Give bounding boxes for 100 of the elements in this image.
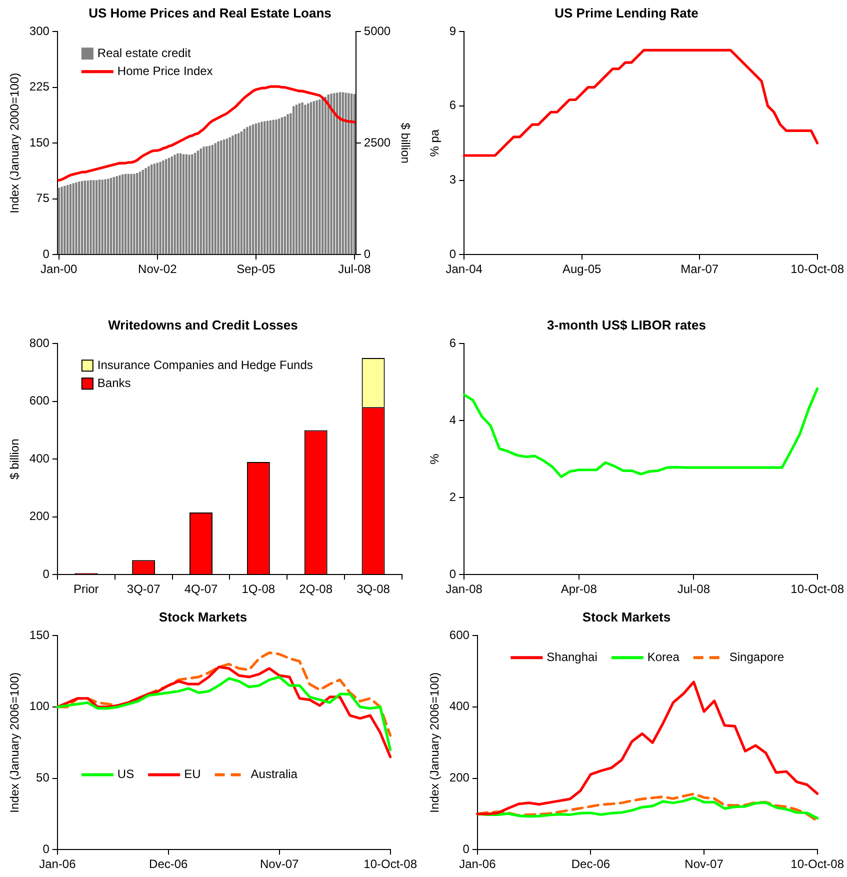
y-tick-label: 150: [29, 628, 50, 642]
y-tick-label: 400: [449, 699, 470, 714]
bar: [217, 141, 220, 254]
bar: [286, 114, 289, 254]
chart-title: US Prime Lending Rate: [554, 5, 698, 20]
y-axis-title: $ billion: [8, 438, 22, 480]
bar: [133, 174, 136, 254]
bar: [222, 140, 226, 254]
bar: [316, 100, 318, 254]
x-tick-label: Mar-07: [680, 262, 719, 276]
y-axis-title: % pa: [428, 129, 442, 157]
bar: [246, 127, 248, 254]
bar: [124, 174, 127, 254]
bar: [98, 180, 101, 254]
bar: [159, 162, 162, 254]
x-tick-label: 2Q-08: [299, 582, 333, 596]
x-tick-label: Jan-06: [39, 857, 76, 872]
y-axis-title: Index (January 2006=100): [8, 672, 22, 813]
bar: [228, 137, 231, 254]
x-tick-label: Nov-02: [138, 262, 178, 276]
bar: [260, 122, 263, 254]
y-tick-label: 150: [29, 135, 50, 150]
x-tick-label: Nov-07: [684, 857, 724, 872]
legend-label: Australia: [250, 767, 298, 782]
bar: [234, 134, 237, 254]
bar: [64, 186, 66, 254]
x-tick-label: 10-Oct-08: [790, 262, 844, 276]
bar: [188, 154, 190, 254]
bar: [342, 92, 344, 254]
x-tick-label: 10-Oct-08: [790, 582, 844, 596]
y-tick-label: 6: [449, 98, 456, 112]
y2-tick-label: 2500: [364, 135, 391, 150]
legend-label: Home Price Index: [117, 64, 213, 78]
x-tick-label: Apr-08: [560, 582, 598, 596]
bar: [144, 168, 147, 254]
x-tick-label: Prior: [73, 582, 99, 596]
bar: [165, 159, 168, 254]
y-tick-label: 200: [449, 770, 470, 785]
y-tick-label: 0: [449, 246, 456, 261]
x-tick-label: Jul-08: [338, 262, 372, 276]
bar: [226, 138, 228, 254]
legend-label: Banks: [97, 376, 131, 390]
bar: [194, 152, 196, 254]
bar: [58, 188, 60, 254]
bar: [208, 146, 211, 254]
x-tick-label: 1Q-08: [242, 582, 276, 596]
y-tick-label: 0: [462, 842, 470, 856]
bar: [301, 102, 304, 254]
bar: [232, 136, 234, 254]
bar: [310, 102, 312, 254]
y2-tick-label: 0: [364, 246, 371, 261]
x-tick-label: 10-Oct-08: [364, 857, 418, 872]
bar: [148, 166, 150, 254]
bar: [344, 92, 347, 254]
bar: [220, 140, 222, 254]
y-tick-label: 100: [29, 699, 50, 714]
bar: [254, 123, 258, 254]
legend-label: Singapore: [729, 650, 784, 664]
bar: [348, 93, 350, 254]
bar: [336, 92, 338, 254]
x-tick-label: Jan-04: [446, 262, 483, 276]
bar: [138, 172, 142, 254]
bar: [243, 128, 246, 254]
x-tick-label: Jan-00: [40, 262, 78, 276]
bar: [153, 164, 156, 254]
bar: [122, 174, 124, 254]
bar: [72, 183, 74, 254]
bar: [118, 175, 121, 254]
y-tick-label: 225: [29, 80, 50, 94]
x-tick-label: Sep-05: [236, 262, 276, 276]
bar: [92, 180, 95, 254]
bar: [312, 101, 315, 254]
bar: [252, 124, 254, 254]
y-tick-label: 0: [42, 246, 50, 261]
bar: [269, 120, 272, 254]
bar: [292, 106, 295, 254]
bar: [130, 174, 132, 254]
bar: [176, 153, 179, 254]
y-tick-label: 3: [449, 172, 456, 187]
bar: [295, 104, 298, 254]
legend-label: Insurance Companies and Hedge Funds: [97, 358, 313, 372]
bar: [185, 154, 188, 254]
y-tick-label: 9: [449, 24, 456, 38]
y-tick-label: 0: [42, 842, 50, 856]
legend-label: EU: [184, 767, 201, 782]
bar: [168, 158, 170, 254]
bar: [75, 182, 78, 254]
bar: [318, 99, 321, 254]
bar: [237, 133, 240, 254]
bar: [80, 181, 84, 254]
bar: [69, 184, 72, 254]
bar: [330, 94, 332, 254]
x-tick-label: Nov-07: [260, 857, 300, 872]
y-tick-label: 0: [42, 566, 50, 581]
bar: [170, 156, 173, 254]
bar: [90, 180, 92, 254]
bar: [275, 119, 278, 254]
bar: [110, 178, 112, 254]
y-tick-label: 400: [29, 451, 50, 466]
bar: [182, 154, 185, 254]
